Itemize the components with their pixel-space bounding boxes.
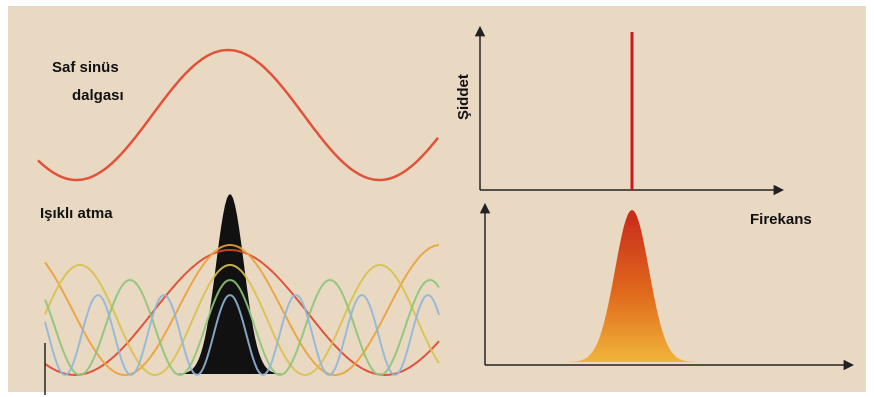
pure-sine-label: Saf sinüs [52, 59, 119, 76]
x-axis-label: Firekans [750, 211, 812, 228]
diagram: Saf sinüs dalgası Işıklı atma Şiddet Fir… [0, 0, 874, 397]
pulse-label: Işıklı atma [40, 205, 113, 222]
y-axis-label: Şiddet [455, 74, 472, 120]
background [8, 6, 866, 392]
pure-sine-label: dalgası [72, 87, 124, 104]
